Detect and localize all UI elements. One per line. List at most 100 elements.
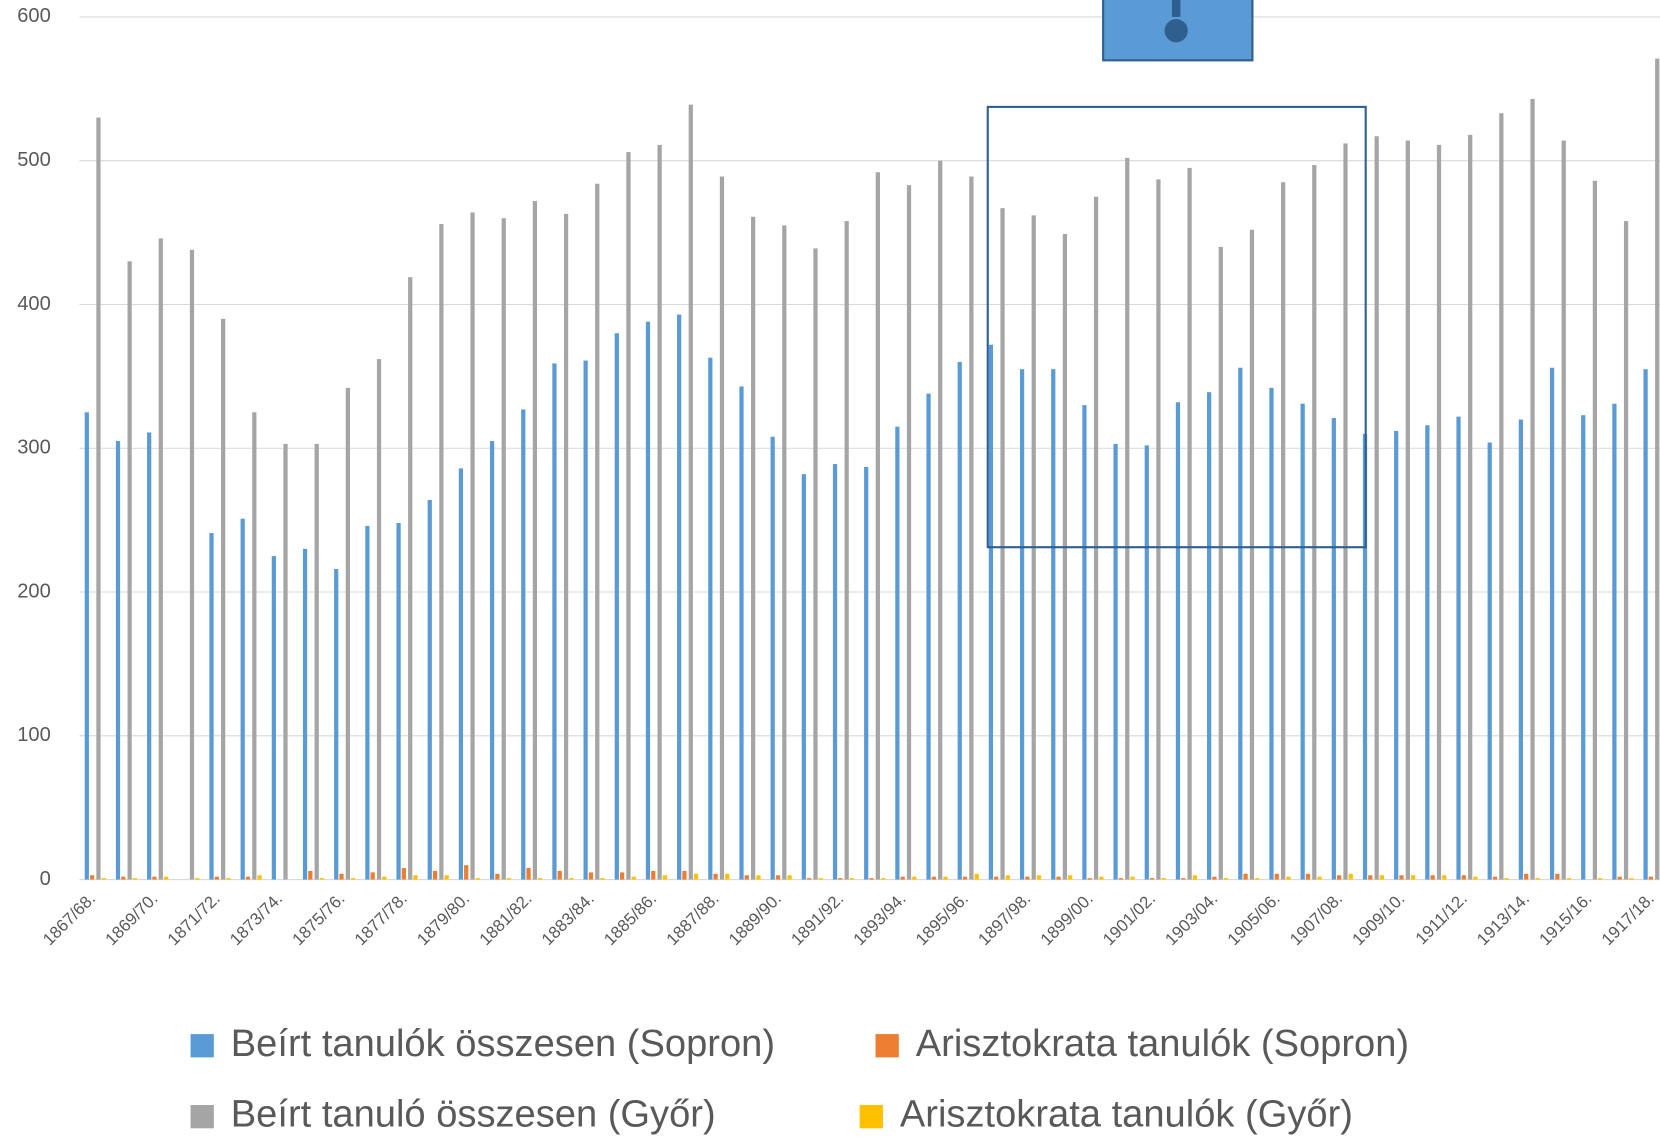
bar	[1312, 165, 1317, 880]
bar	[1025, 876, 1030, 880]
bar	[1368, 875, 1373, 880]
bar	[1473, 876, 1478, 880]
bar	[1062, 234, 1068, 880]
bar	[677, 314, 682, 880]
warning-icon-dot	[1164, 19, 1188, 43]
bar	[770, 436, 775, 880]
bar	[382, 876, 387, 880]
x-tick-label: 1899/00.	[1037, 889, 1097, 949]
bar	[1305, 873, 1311, 880]
bar	[1343, 143, 1348, 880]
bar	[226, 878, 231, 880]
bar	[1430, 875, 1435, 880]
bar	[1561, 140, 1566, 880]
bar	[189, 249, 195, 880]
bar	[988, 344, 994, 880]
bar	[1411, 875, 1416, 880]
y-tick-label: 400	[17, 293, 51, 315]
bar	[1281, 182, 1286, 880]
warning-icon	[1171, 0, 1181, 17]
x-tick-label: 1889/90.	[725, 889, 785, 949]
bar	[1113, 443, 1118, 880]
bar	[427, 500, 432, 880]
x-tick-label: 1887/88.	[663, 889, 723, 949]
bar	[1036, 875, 1042, 880]
bar	[195, 878, 200, 880]
y-tick-label: 100	[17, 724, 51, 746]
bar	[334, 569, 339, 880]
bar	[1468, 134, 1473, 880]
bar	[739, 386, 744, 880]
bar	[1223, 878, 1229, 880]
selection-rectangle	[986, 105, 1367, 549]
bar	[1207, 392, 1212, 880]
bar	[1181, 878, 1186, 880]
bar	[619, 872, 625, 880]
legend-swatch	[859, 1105, 883, 1129]
bar	[302, 548, 308, 880]
bar	[1149, 878, 1155, 880]
bar	[1629, 878, 1634, 880]
bar	[1144, 445, 1149, 880]
bar	[1000, 208, 1005, 880]
bar	[1187, 167, 1192, 880]
bar	[351, 878, 356, 880]
bar	[1331, 418, 1336, 880]
bar	[319, 878, 325, 880]
x-tick-label: 1875/76.	[289, 889, 349, 949]
bar	[163, 876, 169, 880]
bar	[147, 432, 152, 880]
bar	[1212, 876, 1217, 880]
bar	[1566, 878, 1572, 880]
bar	[464, 865, 469, 880]
x-tick-label: 1871/72.	[164, 889, 224, 949]
bar	[252, 412, 257, 880]
bar	[708, 357, 713, 880]
bar	[657, 144, 662, 880]
bar	[1555, 873, 1560, 880]
y-tick-label: 500	[17, 149, 51, 171]
bar	[832, 464, 838, 880]
bar	[614, 333, 619, 880]
bar	[807, 878, 812, 880]
bar	[1655, 58, 1660, 880]
bar	[725, 873, 730, 880]
bar	[1499, 113, 1504, 880]
bar	[557, 870, 562, 880]
bar	[693, 873, 699, 880]
bar	[881, 878, 886, 880]
bar	[89, 875, 95, 880]
bar	[221, 318, 226, 880]
bar	[600, 878, 605, 880]
bar	[969, 176, 974, 880]
bar	[1504, 878, 1509, 880]
x-tick-label: 1901/02.	[1099, 889, 1159, 949]
bar	[1487, 442, 1492, 880]
legend-label: Arisztokrata tanulók (Sopron)	[916, 1023, 1409, 1065]
bar	[1099, 876, 1104, 880]
bar	[408, 277, 413, 880]
bar	[1082, 405, 1087, 880]
x-tick-label: 1915/16.	[1536, 889, 1596, 949]
bar	[1156, 179, 1161, 880]
x-tick-label: 1867/68.	[39, 889, 99, 949]
bar	[931, 876, 936, 880]
bar	[588, 872, 594, 880]
bar	[813, 248, 818, 880]
bar	[1192, 875, 1198, 880]
bar	[1425, 425, 1430, 880]
bar	[906, 185, 912, 880]
bar	[688, 104, 693, 880]
legend-label: Beírt tanuló összesen (Győr)	[231, 1094, 716, 1136]
bar	[1130, 876, 1135, 880]
y-tick-label: 600	[17, 5, 51, 27]
bar	[1592, 180, 1597, 880]
bar	[84, 412, 89, 880]
bar	[1612, 403, 1617, 880]
bar	[1598, 878, 1603, 880]
bar	[631, 876, 636, 880]
bar	[994, 876, 999, 880]
bar	[1492, 876, 1498, 880]
bar	[1269, 387, 1274, 880]
bar	[257, 875, 262, 880]
